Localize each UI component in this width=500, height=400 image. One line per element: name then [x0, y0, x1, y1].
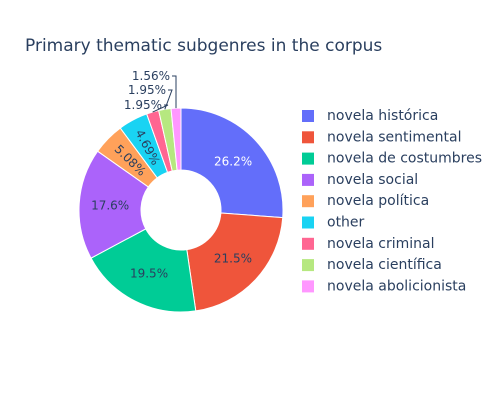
legend-swatch-01: [302, 110, 314, 122]
legend-swatch-03: [302, 152, 314, 165]
slice-03: [90, 228, 197, 313]
slice-label-08: 1.95%: [128, 83, 166, 97]
legend-swatch-07: [302, 237, 314, 250]
leader-line-09: [172, 75, 177, 109]
legend-label-09: novela abolicionista: [327, 278, 466, 294]
chart-title: Primary thematic subgenres in the corpus: [25, 36, 382, 56]
legend-swatch-06: [302, 216, 314, 229]
legend-label-05: novela política: [327, 193, 429, 209]
legend-swatch-08: [302, 259, 314, 272]
slice-01: [180, 107, 284, 219]
slice-label-02: 21.5%: [214, 251, 252, 265]
legend-swatch-04: [302, 173, 314, 186]
slice-label-04: 17.6%: [91, 199, 129, 213]
legend-swatch-09: [302, 280, 314, 293]
slice-label-03: 19.5%: [130, 266, 168, 280]
slice-label-07: 1.95%: [124, 98, 162, 112]
legend-swatch-05: [302, 195, 314, 208]
leader-line-08: [164, 89, 173, 110]
legend-swatch-02: [302, 131, 314, 144]
legend-label-06: other: [327, 215, 365, 231]
legend-label-02: novela sentimental: [327, 129, 462, 145]
legend: novela histórica novela sentimental novela…: [302, 108, 482, 294]
slice-04: [78, 150, 150, 259]
slice-02: [186, 212, 284, 312]
legend-label-08: novela científica: [327, 257, 442, 273]
slice-label-09: 1.56%: [132, 69, 170, 83]
legend-label-04: novela social: [327, 172, 418, 188]
slice-label-01: 26.2%: [214, 155, 252, 169]
legend-label-03: novela de costumbres: [327, 151, 482, 167]
slice-09: [170, 107, 182, 171]
legend-label-01: novela histórica: [327, 108, 438, 124]
legend-label-07: novela criminal: [327, 236, 434, 252]
donut-slices: [78, 107, 284, 313]
leader-line-07: [152, 104, 169, 113]
